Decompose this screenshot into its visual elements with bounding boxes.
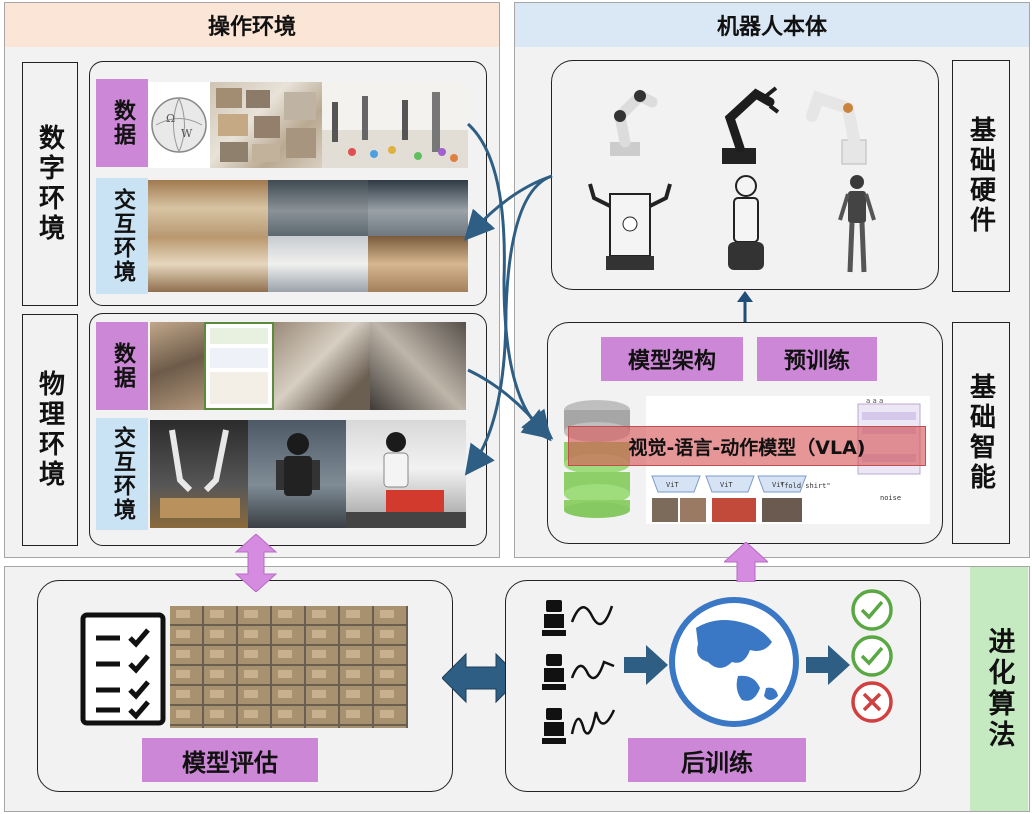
globe-icon <box>669 597 799 727</box>
robot-trajectory-icon-3 <box>542 708 616 744</box>
humanoid-factory-image <box>248 420 346 528</box>
checklist-icon <box>80 612 166 726</box>
kitchen-sim-image-6 <box>368 236 468 292</box>
physical-dataset-collage-3 <box>370 322 466 410</box>
svg-text:W: W <box>181 127 193 140</box>
digital-data-tag: 数据 <box>96 79 148 167</box>
kitchen-sim-image-5 <box>268 236 368 292</box>
robot-arm-icon-2 <box>722 86 780 164</box>
svg-text:Ω: Ω <box>166 112 175 125</box>
mobile-manipulator-icon <box>588 183 672 270</box>
kitchen-sim-image-4 <box>148 236 268 292</box>
physical-dataset-overview <box>204 322 274 410</box>
operation-env-header: 操作环境 <box>5 3 499 47</box>
eval-posttrain-double-arrow <box>442 652 520 704</box>
posttrain-tag: 后训练 <box>628 738 806 782</box>
noise-text: noise <box>880 494 901 502</box>
arrow-to-globe <box>624 645 668 685</box>
vit-label-3: ViT <box>772 481 785 489</box>
physical-data-tag: 数据 <box>96 322 148 410</box>
physical-dataset-collage-2 <box>274 322 370 410</box>
model-arch-tag: 模型架构 <box>601 337 743 381</box>
svg-text:a a a: a a a <box>866 397 883 405</box>
digital-interact-tag: 交互环境 <box>96 178 148 294</box>
robot-body-header: 机器人本体 <box>515 3 1029 47</box>
humanoid-table-image <box>346 420 466 528</box>
model-eval-tag: 模型评估 <box>142 738 318 782</box>
robot-trajectory-icon-1 <box>542 600 614 636</box>
evolution-header: 进化算法 <box>970 567 1028 811</box>
wikipedia-globe-image: Ω W <box>148 82 210 168</box>
pretrain-tag: 预训练 <box>757 337 877 381</box>
kitchen-sim-image-1 <box>148 180 268 236</box>
humanoid-robot-icon <box>838 175 876 273</box>
posttrain-to-intelligence-arrow <box>724 542 768 582</box>
digital-env-label: 数字环境 <box>22 62 78 306</box>
cross-icon <box>851 681 893 723</box>
arrow-to-results <box>806 645 850 685</box>
robot-trajectory-icon-2 <box>542 654 615 690</box>
env-robot-curved-arrows <box>463 122 554 476</box>
physical-dataset-collage-1 <box>150 322 204 410</box>
vla-title-text: 视觉-语言-动作模型（VLA) <box>628 436 866 459</box>
evaluation-image-grid <box>170 606 408 728</box>
intelligence-to-hardware-arrow <box>737 291 753 324</box>
vla-title-banner <box>568 426 926 466</box>
env-evolution-double-arrow <box>234 534 278 592</box>
check-icon-1 <box>851 589 893 631</box>
simulation-tabletop-image <box>322 82 468 168</box>
instruction-text: "fold shirt" <box>780 482 831 490</box>
base-hardware-label: 基础硬件 <box>952 60 1010 292</box>
physical-interact-tag: 交互环境 <box>96 418 148 530</box>
physical-env-label: 物理环境 <box>22 314 78 546</box>
kitchen-sim-image-2 <box>268 180 368 236</box>
service-robot-icon <box>728 175 764 270</box>
check-icon-2 <box>851 635 893 677</box>
robot-arms-workbench-image <box>150 420 248 528</box>
robot-arm-icon-1 <box>610 89 658 156</box>
dataset-collage-image <box>210 82 322 168</box>
robot-arm-icon-3 <box>806 90 867 165</box>
vit-label-2: ViT <box>720 481 733 489</box>
kitchen-sim-image-3 <box>368 180 468 236</box>
base-intelligence-label: 基础智能 <box>952 322 1010 544</box>
vit-label-1: ViT <box>666 481 679 489</box>
